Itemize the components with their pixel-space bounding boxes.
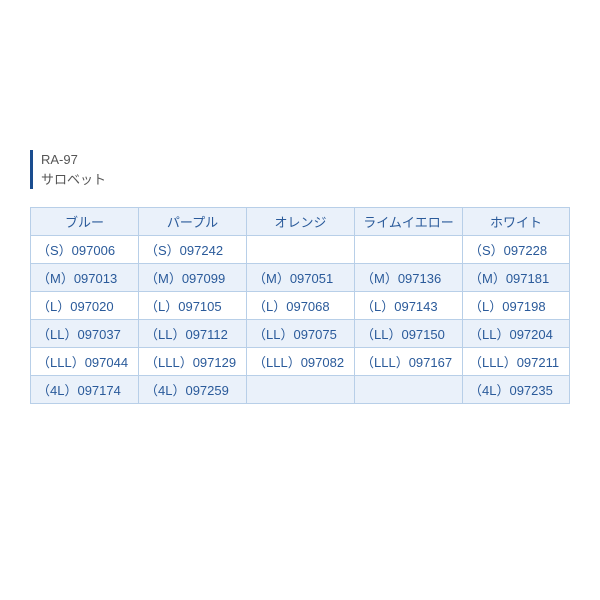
table-cell: （LLL）097082 bbox=[247, 348, 355, 376]
table-cell bbox=[355, 236, 463, 264]
table-row: （LL）097037 （LL）097112 （LL）097075 （LL）097… bbox=[31, 320, 570, 348]
product-code: RA-97 bbox=[41, 150, 570, 170]
container: RA-97 サロベット ブルー パープル オレンジ ライムイエロー ホワイト （… bbox=[0, 0, 600, 404]
table-cell: （LLL）097211 bbox=[463, 348, 570, 376]
col-header: パープル bbox=[139, 208, 247, 236]
col-header: ブルー bbox=[31, 208, 139, 236]
table-cell bbox=[355, 376, 463, 404]
table-cell: （M）097136 bbox=[355, 264, 463, 292]
table-cell: （S）097228 bbox=[463, 236, 570, 264]
table-cell: （LLL）097167 bbox=[355, 348, 463, 376]
table-cell: （L）097143 bbox=[355, 292, 463, 320]
table-cell: （LL）097112 bbox=[139, 320, 247, 348]
table-cell: （LLL）097044 bbox=[31, 348, 139, 376]
table-cell: （LL）097150 bbox=[355, 320, 463, 348]
table-cell: （4L）097259 bbox=[139, 376, 247, 404]
table-row: （L）097020 （L）097105 （L）097068 （L）097143 … bbox=[31, 292, 570, 320]
table-cell bbox=[247, 236, 355, 264]
size-color-table: ブルー パープル オレンジ ライムイエロー ホワイト （S）097006 （S）… bbox=[30, 207, 570, 404]
table-cell: （L）097068 bbox=[247, 292, 355, 320]
table-row: （S）097006 （S）097242 （S）097228 bbox=[31, 236, 570, 264]
table-cell: （M）097051 bbox=[247, 264, 355, 292]
table-cell: （L）097198 bbox=[463, 292, 570, 320]
table-cell: （LL）097075 bbox=[247, 320, 355, 348]
table-cell: （4L）097174 bbox=[31, 376, 139, 404]
table-cell: （L）097105 bbox=[139, 292, 247, 320]
table-header-row: ブルー パープル オレンジ ライムイエロー ホワイト bbox=[31, 208, 570, 236]
table-row: （M）097013 （M）097099 （M）097051 （M）097136 … bbox=[31, 264, 570, 292]
table-cell bbox=[247, 376, 355, 404]
col-header: ホワイト bbox=[463, 208, 570, 236]
table-row: （LLL）097044 （LLL）097129 （LLL）097082 （LLL… bbox=[31, 348, 570, 376]
table-cell: （LL）097204 bbox=[463, 320, 570, 348]
table-cell: （M）097181 bbox=[463, 264, 570, 292]
table-cell: （L）097020 bbox=[31, 292, 139, 320]
col-header: ライムイエロー bbox=[355, 208, 463, 236]
table-cell: （LLL）097129 bbox=[139, 348, 247, 376]
table-cell: （S）097006 bbox=[31, 236, 139, 264]
table-cell: （M）097013 bbox=[31, 264, 139, 292]
table-row: （4L）097174 （4L）097259 （4L）097235 bbox=[31, 376, 570, 404]
product-name: サロベット bbox=[41, 170, 570, 190]
table-cell: （4L）097235 bbox=[463, 376, 570, 404]
table-cell: （M）097099 bbox=[139, 264, 247, 292]
col-header: オレンジ bbox=[247, 208, 355, 236]
title-block: RA-97 サロベット bbox=[30, 150, 570, 189]
table-cell: （S）097242 bbox=[139, 236, 247, 264]
table-cell: （LL）097037 bbox=[31, 320, 139, 348]
